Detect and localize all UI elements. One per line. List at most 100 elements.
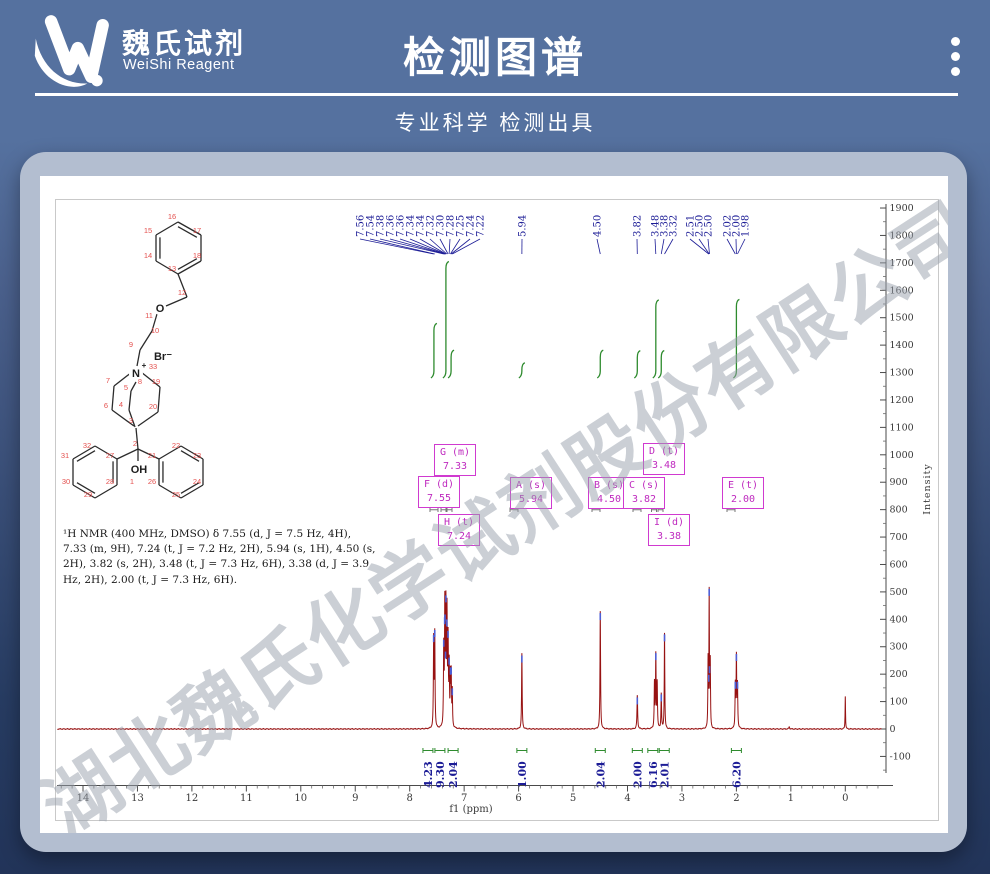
range-marker xyxy=(440,507,447,512)
atom-number-label: 4 xyxy=(119,400,123,409)
logo xyxy=(26,8,122,94)
peak-shift-label: 7.22 xyxy=(476,215,487,237)
peak-connector-line xyxy=(369,238,435,255)
assignment-shift: 7.55 xyxy=(426,492,452,504)
atom-number-label: 1 xyxy=(130,477,134,486)
integral-range-bracket xyxy=(658,748,670,753)
assignment-shift: 7.24 xyxy=(446,530,472,542)
bond xyxy=(113,371,133,387)
y-tick-label: 1500 xyxy=(890,313,914,324)
integral-value-label: 2.00 xyxy=(631,761,644,788)
atom-symbol-label: O xyxy=(156,303,165,315)
integral-value-label: 4.23 xyxy=(422,761,435,788)
peak-shift-label: 2.50 xyxy=(704,215,715,237)
peak-connector-line xyxy=(689,238,710,255)
atom-number-label: 32 xyxy=(83,441,91,450)
x-tick-label: 11 xyxy=(240,793,253,804)
bond xyxy=(155,221,179,236)
peak-connector-line xyxy=(359,238,434,255)
assignment-label: G (m) xyxy=(439,447,471,458)
atom-symbol-label: OH xyxy=(131,464,148,476)
peak-shift-label: 7.25 xyxy=(456,215,467,237)
y-tick-label: 1800 xyxy=(890,230,914,241)
integral-range-bracket xyxy=(631,748,643,753)
peak-shift-label: 7.38 xyxy=(376,215,387,237)
bond xyxy=(136,349,141,367)
peak-shift-label: 7.30 xyxy=(436,215,447,237)
nmr-spectrum-trace xyxy=(57,586,882,731)
page-title: 检测图谱 xyxy=(402,34,587,81)
bond xyxy=(116,448,139,460)
atom-number-label: 16 xyxy=(168,212,176,221)
peak-connector-line xyxy=(379,238,444,255)
integral-range-bracket xyxy=(594,748,606,753)
x-tick-label: 4 xyxy=(624,793,630,804)
peak-connector-line xyxy=(654,238,657,255)
y-tick-label: 1100 xyxy=(890,422,914,433)
atom-number-label: 5 xyxy=(124,383,128,392)
bond xyxy=(72,445,96,460)
y-tick-label: 1600 xyxy=(890,285,914,296)
y-tick-label: 1700 xyxy=(890,258,914,269)
y-tick-label: 100 xyxy=(890,697,908,708)
peak-connector-line xyxy=(409,238,446,255)
brand-name-cn: 魏氏试剂 xyxy=(122,28,247,59)
assignment-box: D (t) 3.48 xyxy=(643,443,685,475)
header-divider xyxy=(35,93,958,96)
peak-shift-label: 7.56 xyxy=(356,215,367,237)
y-tick-label: 1900 xyxy=(890,203,914,214)
bond xyxy=(135,427,139,450)
bond xyxy=(158,484,182,499)
assignment-label: I (d) xyxy=(653,517,685,528)
kebab-menu-icon[interactable] xyxy=(951,37,960,82)
bond xyxy=(180,445,204,460)
peak-connector-line xyxy=(698,238,710,255)
y-tick-label: -100 xyxy=(890,751,911,762)
bond xyxy=(177,258,198,270)
integral-curve xyxy=(657,349,665,379)
peak-connector-line xyxy=(664,238,674,255)
bond xyxy=(130,381,137,392)
y-tick-label: 800 xyxy=(890,505,908,516)
integral-curve xyxy=(652,299,660,379)
atom-symbol-label: + xyxy=(142,361,147,370)
x-tick-label: 10 xyxy=(294,793,307,804)
bond xyxy=(177,221,202,236)
peak-connector-line xyxy=(452,238,481,255)
peak-connector-line xyxy=(419,238,447,255)
atom-number-label: 27 xyxy=(106,451,114,460)
integral-value-label: 6.20 xyxy=(730,761,743,788)
atom-number-label: 33 xyxy=(149,362,157,371)
assignment-label: E (t) xyxy=(727,480,759,491)
assignment-label: C (s) xyxy=(628,480,660,491)
integral-range-bracket xyxy=(516,748,528,753)
assignment-box: F (d) 7.55 xyxy=(418,476,460,508)
atom-number-label: 15 xyxy=(144,226,152,235)
y-tick-label: 1400 xyxy=(890,340,914,351)
bond xyxy=(128,409,136,428)
peak-shift-label: 2.50 xyxy=(695,215,706,237)
atom-number-label: 10 xyxy=(151,326,159,335)
integral-curve xyxy=(442,260,450,379)
y-tick-label: 300 xyxy=(890,642,908,653)
atom-symbol-label: N xyxy=(132,368,140,380)
integral-value-label: 1.00 xyxy=(516,761,529,788)
bond xyxy=(94,445,118,460)
integral-value-label: 2.01 xyxy=(658,761,671,788)
peak-shift-label: 7.54 xyxy=(366,215,377,237)
atom-number-label: 3 xyxy=(129,416,133,425)
integral-value-label: 2.04 xyxy=(447,761,460,788)
nmr-assignment-text: ¹H NMR (400 MHz, DMSO) δ 7.55 (d, J = 7.… xyxy=(63,528,376,586)
weishi-logo-icon xyxy=(34,15,109,87)
peak-shift-label: 4.50 xyxy=(593,215,604,237)
peak-shift-label: 2.51 xyxy=(686,215,697,237)
x-tick-label: 12 xyxy=(186,793,199,804)
integral-range-bracket xyxy=(647,748,659,753)
x-tick-label: 8 xyxy=(407,793,413,804)
peak-shift-label: 3.38 xyxy=(660,215,671,237)
y-tick-label: 600 xyxy=(890,559,908,570)
x-tick-label: 9 xyxy=(352,793,358,804)
atom-halo xyxy=(129,367,143,381)
atom-number-label: 20 xyxy=(149,402,157,411)
